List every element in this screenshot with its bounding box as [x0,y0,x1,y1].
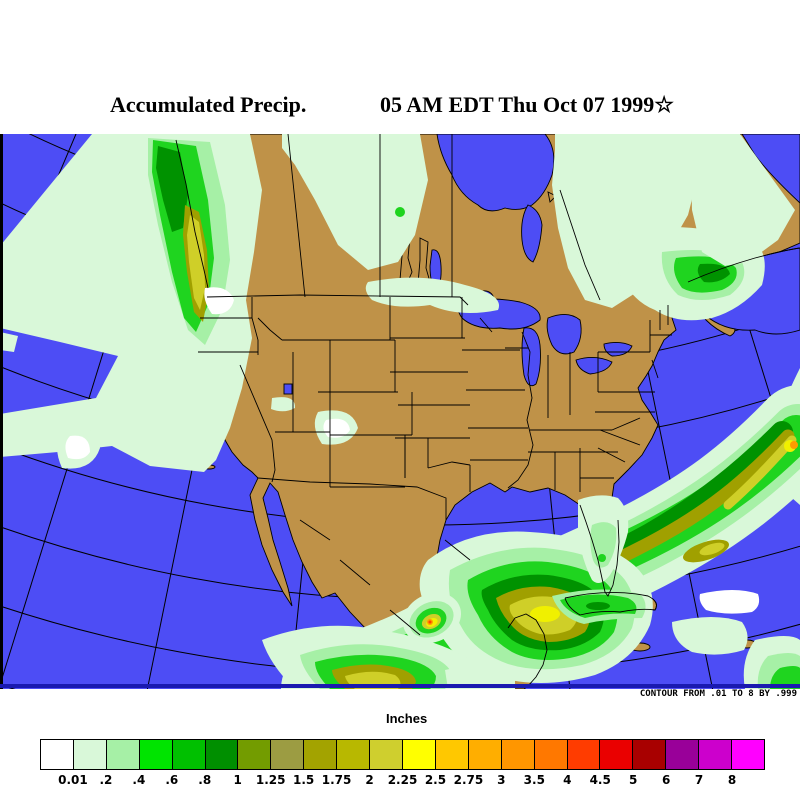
precip-speck [395,207,405,217]
legend-tick-label: 4 [563,773,572,787]
page-title: Accumulated Precip. [110,92,307,117]
precip-canada-west [282,134,428,270]
lake-erie [575,357,613,375]
precip-bc-dgreen [156,146,188,232]
legend-tick-label: .4 [132,773,146,787]
legend-cell [468,740,501,769]
legend-tick-label: 2.5 [424,773,447,787]
legend-tick-label: 1 [233,773,242,787]
map-frame-bottom [0,684,800,688]
state-borders-east [479,305,672,492]
political-borders [175,134,800,687]
us-mexico-border [257,477,447,520]
legend-cell [172,740,205,769]
legend-tick-labels: 0.01 .2 .4 .6 .8 1 1.25 1.5 1.75 2 2.25 2.5 2.75 3 3.5… [0,773,800,789]
legend-cell [73,740,106,769]
legend-cell [238,740,271,769]
precip-shading [0,134,800,689]
precip-corner-se-green [770,666,800,689]
precipitation-map [0,134,800,689]
precip-canada-central [552,134,700,308]
legend-cell [41,740,73,769]
precip-montana-patch [72,294,111,330]
precip-band-orange-spot [790,441,798,449]
precip-dakota-patch [365,277,500,314]
legend-tick-label: 2 [365,773,374,787]
legend-cell [699,740,732,769]
james-bay [521,204,543,263]
precip-patch [271,397,296,412]
province-borders [287,134,601,301]
legend-tick-label: 2.75 [453,773,484,787]
precip-bc-gold [187,215,205,310]
legend-tick-label: 3 [497,773,506,787]
legend-cell [139,740,172,769]
legend-tick-label: 1.75 [321,773,352,787]
legend-tick-label: 4.5 [589,773,611,787]
legend-cell [501,740,534,769]
legend-title: Inches [386,711,428,726]
legend-tick-label: 3.5 [523,773,545,787]
legend-cell [205,740,238,769]
legend-tick-label: .6 [165,773,179,787]
precip-nevada-core [65,435,90,460]
precip-bahamas-gold [699,542,725,556]
lake-ontario [603,341,633,357]
legend-tick-label: 0.01 [58,773,88,787]
lake-michigan [521,327,541,387]
legend-tick-label: 8 [727,773,737,787]
state-borders-west [198,297,413,488]
legend-cell [402,740,435,769]
precip-washington-patch [204,287,234,315]
legend-cell [600,740,633,769]
mexico-state-lines [299,519,471,636]
precip-labrador-strip [690,134,795,266]
precip-caribbean-white [699,590,760,614]
legend-cell [666,740,699,769]
contour-note: CONTOUR FROM .01 TO 8 BY .999 [639,689,797,699]
legend-tick-label: 1.25 [255,773,286,787]
precip-patch [0,332,18,352]
legend-tick-label: 5 [628,773,638,787]
lake-huron [546,314,582,355]
legend-cell [271,740,304,769]
title-row: Accumulated Precip. 05 AM EDT Thu Oct 07… [0,92,800,122]
legend-cell [435,740,468,769]
precip-wyoming-patch [168,400,214,439]
legend-colorbar [40,739,765,770]
precip-caribbean-pale [672,617,748,655]
legend-cell [337,740,370,769]
legend-tick-label: .2 [99,773,113,787]
legend-tick-label: 7 [694,773,704,787]
legend-tick-label: 6 [661,773,671,787]
legend-cell [534,740,567,769]
legend-cell [304,740,337,769]
legend-cell [567,740,600,769]
precip-speck [598,554,606,562]
legend-cell [370,740,402,769]
legend-cell [106,740,139,769]
legend-cell [633,740,666,769]
state-borders-plains [390,297,534,492]
precip-bottom-center [445,666,515,689]
map-frame-left [0,134,3,689]
coastline-restroke [175,139,800,687]
precip-gulf-yellow-core [530,606,560,622]
legend-tick-label: .8 [198,773,212,787]
legend-cell [732,740,764,769]
graticule-meridian [688,134,800,494]
great-salt-lake [283,383,293,395]
legend-tick-label: 2.25 [387,773,418,787]
legend-tick-label: 1.5 [292,773,315,787]
valid-time-label: 05 AM EDT Thu Oct 07 1999☆ [380,92,674,117]
precip-veracruz-red [428,620,432,624]
precip-veracruz-spot [402,592,462,644]
precip-cuba-dgreen [586,602,610,610]
